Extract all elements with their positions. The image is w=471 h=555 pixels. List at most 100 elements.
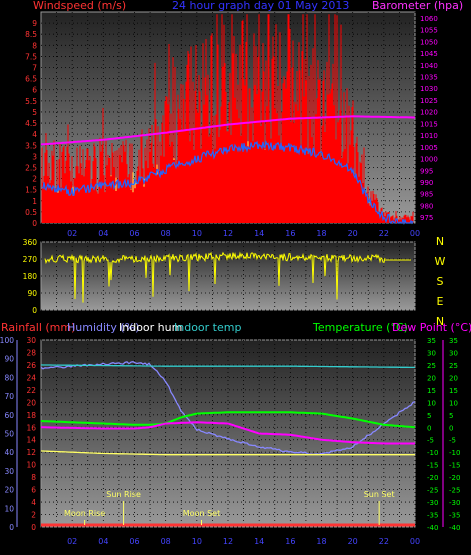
x-tick-label-20: 20 [348,229,358,238]
rainfall-tick-label: 2 [31,511,36,520]
dew-point-tick-label: -15 [449,462,460,470]
barometer-series [40,115,415,146]
rainfall-tick-label: 26 [26,361,36,370]
rainfall-tick-label: 4 [31,498,36,507]
barometer-tick-label: 1000 [420,156,438,164]
windspeed-tick-label: 3 [32,152,37,161]
humidity-tick-label: 30 [4,467,14,476]
direction-series [44,251,411,303]
compass-letter-N: N [436,315,444,328]
dew-point-tick-label: 15 [449,387,458,395]
sun-rise-label: Sun Rise [106,490,141,499]
temp-axis-ticks: 0102030405060708090100024681012141618202… [0,336,460,532]
dew-point-tick-label: 5 [449,412,453,420]
rainfall-tick-label: 28 [26,348,36,357]
indoor-temp-label: Indoor temp [174,321,241,334]
temp-x-axis-ticks: 02 04 06 08 10 12 14 16 18 20 22 00 [67,537,420,546]
dew-point-tick-label: 35 [449,337,458,345]
humidity-tick-label: 80 [4,373,14,382]
series-5 [41,450,415,456]
direction-tick-label: 360 [23,238,38,247]
barometer-tick-label: 1030 [420,85,438,93]
series-3 [40,411,416,429]
rainfall-axis-title: Rainfall (mm) [1,321,75,334]
x-tick-label-02: 02 [67,537,77,546]
temperature-tick-label: 10 [427,399,436,407]
temperature-tick-label: -35 [427,512,438,520]
windspeed-tick-label: 8 [32,41,37,50]
x-tick-label-06: 06 [129,537,139,546]
x-tick-label-04: 04 [98,229,108,238]
x-tick-label-22: 22 [379,229,389,238]
windspeed-tick-label: 5 [32,108,37,117]
x-tick-label-10: 10 [192,537,202,546]
temperature-tick-label: -25 [427,487,438,495]
x-tick-label-16: 16 [285,229,295,238]
rainfall-tick-label: 22 [26,386,36,395]
humidity-tick-label: 70 [4,392,14,401]
x-tick-label-18: 18 [316,229,326,238]
windspeed-tick-label: 2 [32,175,37,184]
temp-plot-area [40,339,416,528]
direction-tick-label: 90 [27,289,37,298]
temperature-tick-label: 35 [427,337,436,345]
humidity-tick-label: 100 [0,336,14,345]
temperature-tick-label: -5 [427,437,434,445]
windspeed-tick-label: 0 [32,219,37,228]
windspeed-axis-title: Windspeed (m/s) [33,0,126,12]
barometer-tick-label: 1045 [420,50,438,58]
barometer-tick-label: 995 [420,167,433,175]
rainfall-tick-label: 30 [26,336,36,345]
barometer-tick-label: 975 [420,214,433,222]
barometer-tick-label: 1050 [420,38,438,46]
x-tick-label-16: 16 [285,537,295,546]
windspeed-tick-label: 7 [32,64,37,73]
windspeed-axis-ticks: 0 0.5 1 1.5 2 2.5 3 3.5 4 4.5 5 5.5 6 6.5 7 7.5 8 8.5 9 [25,19,37,228]
compass-letter-S: S [437,275,444,288]
windspeed-tick-label: 7.5 [25,52,37,61]
barometer-tick-label: 1015 [420,120,438,128]
temperature-tick-label: 30 [427,349,436,357]
windspeed-tick-label: 3.5 [25,141,37,150]
barometer-tick-label: 1055 [420,27,438,35]
x-tick-label-06: 06 [129,229,139,238]
compass-letter-N: N [436,235,444,248]
dew-point-tick-label: -25 [449,487,460,495]
direction-tick-label: 0 [32,306,37,315]
temperature-tick-label: -10 [427,449,438,457]
barometer-axis-title: Barometer (hpa) [372,0,463,12]
x-tick-label-12: 12 [223,537,233,546]
temperature-tick-label: 20 [427,374,436,382]
temperature-axis-title: Temperature (°C) [312,321,408,334]
sun-set-label: Sun Set [364,490,395,499]
x-tick-label-08: 08 [161,229,171,238]
rainfall-tick-label: 20 [26,398,36,407]
compass-letter-W: W [435,255,446,268]
series-2 [40,364,415,369]
x-tick-label-20: 20 [348,537,358,546]
dew-point-tick-label: -10 [449,449,460,457]
temperature-tick-label: -15 [427,462,438,470]
barometer-tick-label: 1035 [420,73,438,81]
rainfall-tick-label: 10 [26,461,36,470]
temperature-tick-label: 0 [427,424,431,432]
windspeed-tick-label: 4.5 [25,119,37,128]
rainfall-tick-label: 24 [26,373,36,382]
barometer-tick-label: 990 [420,179,433,187]
x-tick-label-18: 18 [316,537,326,546]
barometer-tick-label: 1040 [420,62,438,70]
dew-point-tick-label: -30 [449,499,460,507]
direction-tick-label: 270 [23,255,38,264]
rainfall-tick-label: 12 [26,448,36,457]
humidity-tick-label: 60 [4,411,14,420]
humidity-tick-label: 40 [4,448,14,457]
dew-point-tick-label: 30 [449,349,458,357]
x-tick-label-22: 22 [379,537,389,546]
windspeed-tick-label: 4 [32,130,37,139]
x-tick-label-00: 00 [410,537,420,546]
rainfall-tick-label: 18 [26,411,36,420]
dew-point-tick-label: -35 [449,512,460,520]
